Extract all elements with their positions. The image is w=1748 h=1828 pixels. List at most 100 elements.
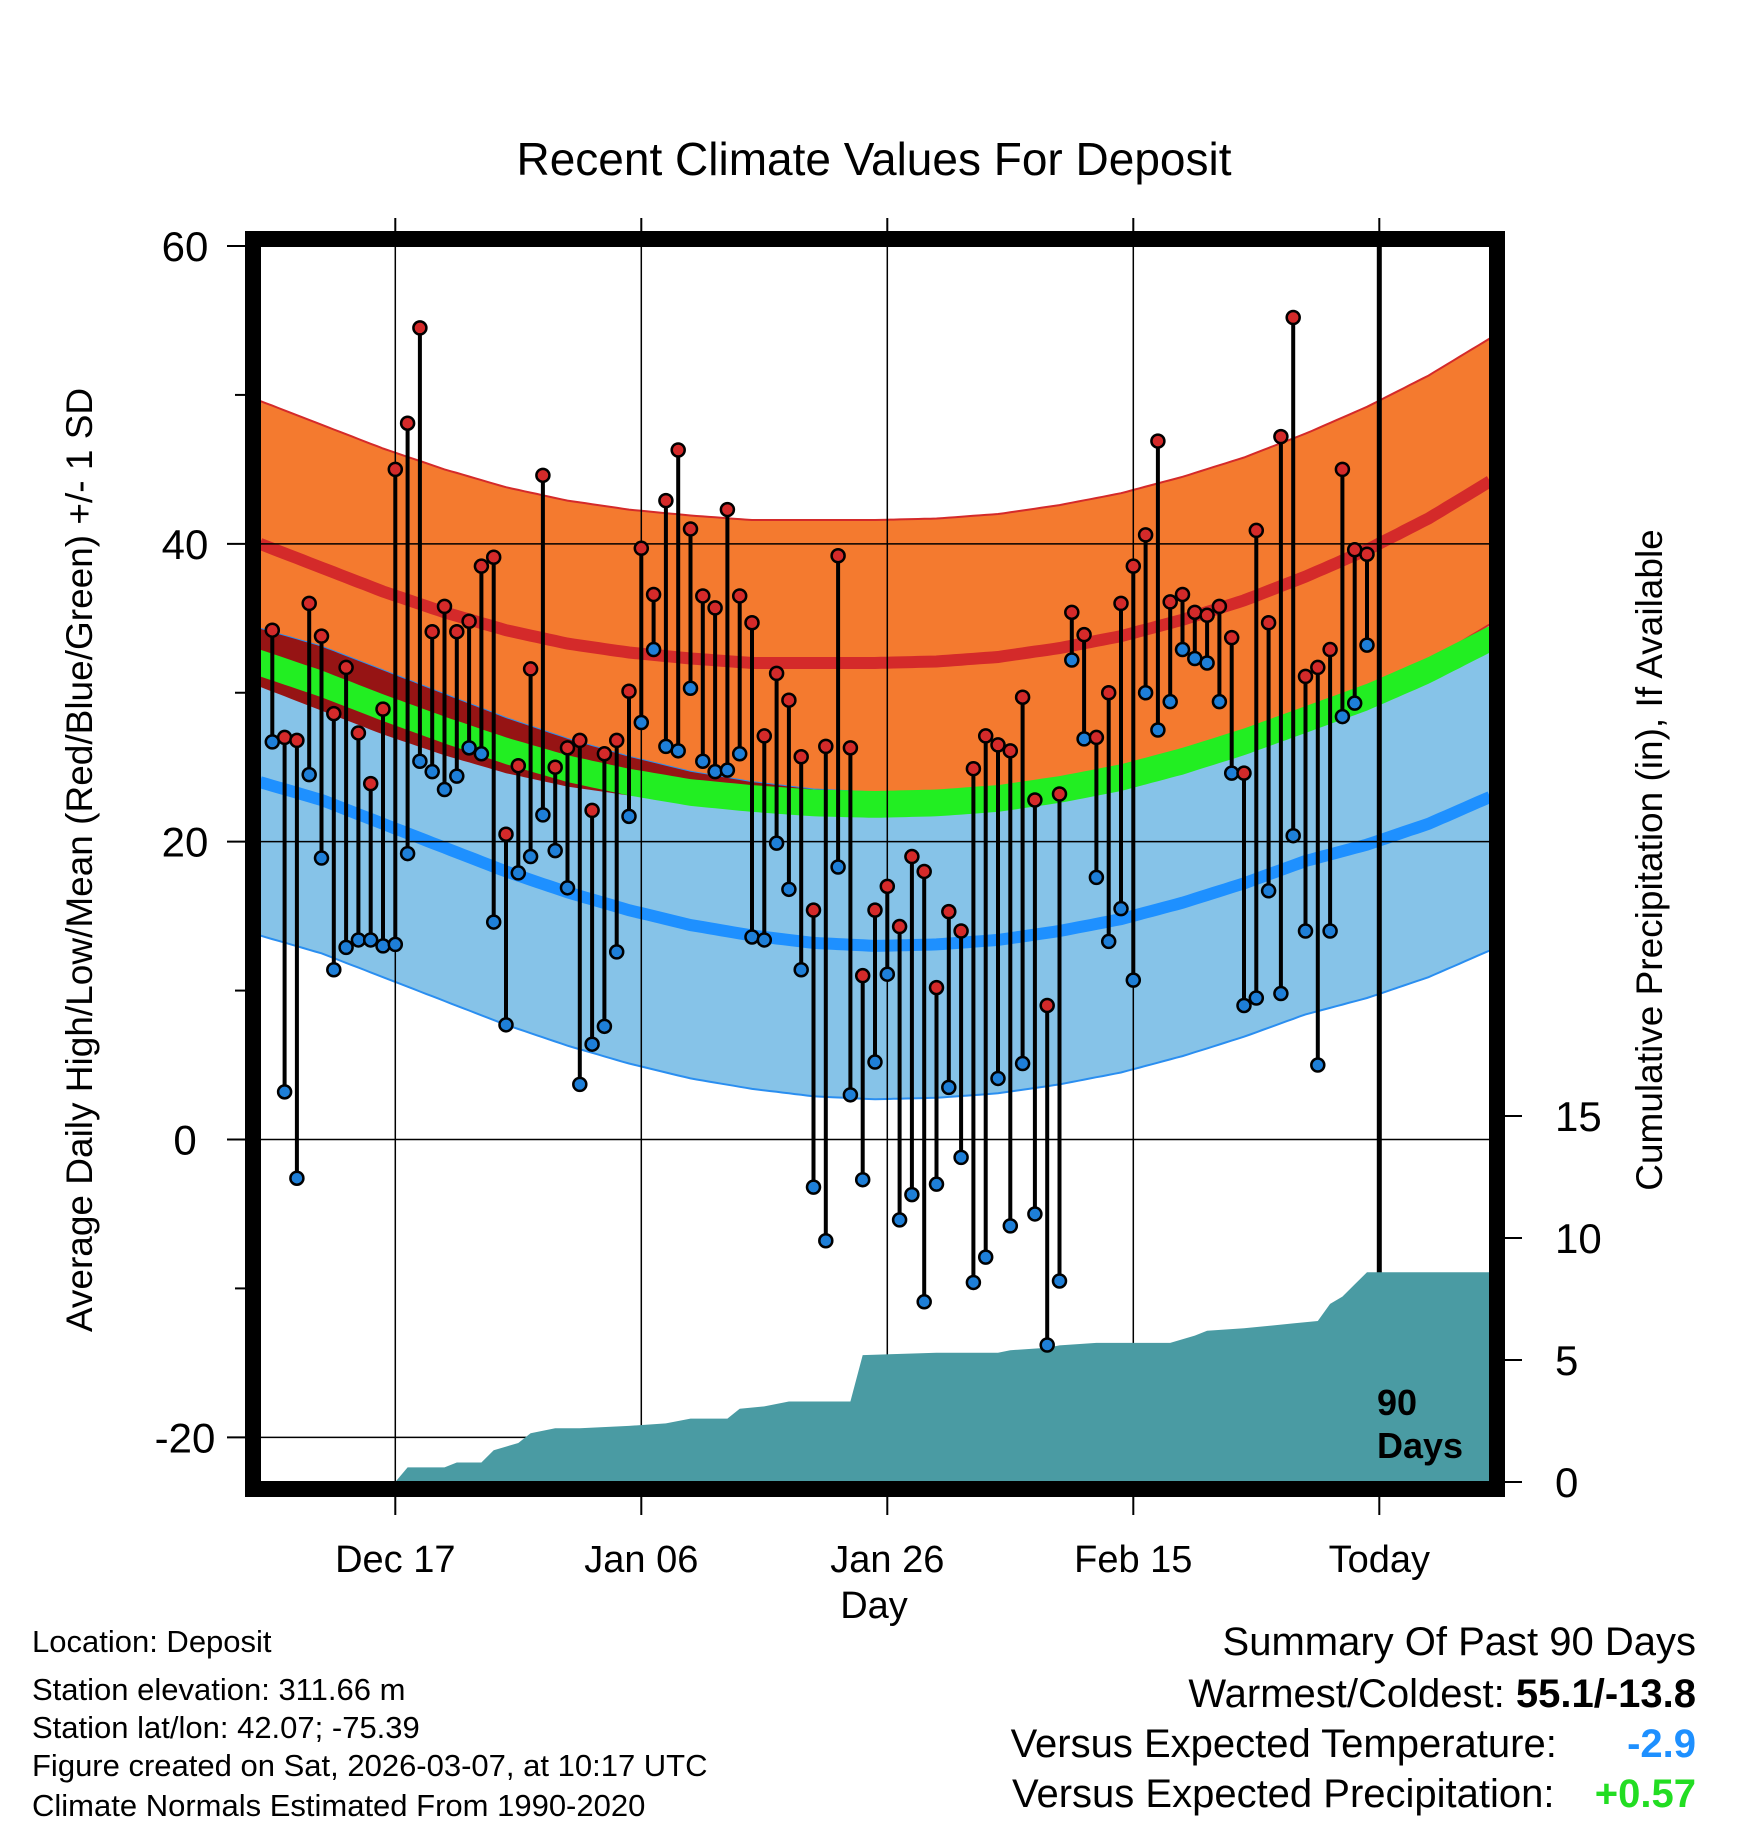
daily-high-point xyxy=(362,775,379,792)
summary-temp-label: Versus Expected Temperature: xyxy=(1010,1722,1557,1766)
daily-high-point xyxy=(633,540,650,557)
daily-low-point xyxy=(276,1084,293,1100)
daily-low-point xyxy=(768,835,785,851)
daily-high-point xyxy=(522,661,539,677)
daily-high-point xyxy=(449,623,465,640)
footer-normals: Climate Normals Estimated From 1990-2020 xyxy=(32,1788,646,1823)
daily-high-point xyxy=(461,613,477,630)
daily-low-point xyxy=(608,944,625,960)
daily-low-point xyxy=(842,1087,859,1103)
daily-high-point xyxy=(424,623,440,640)
daily-high-point xyxy=(645,586,662,603)
daily-high-point xyxy=(830,547,846,564)
daily-low-point xyxy=(1248,990,1265,1006)
daily-low-point xyxy=(1125,972,1142,988)
daily-high-point xyxy=(953,923,969,939)
daily-low-point xyxy=(1346,695,1363,711)
daily-low-point xyxy=(1039,1337,1055,1353)
daily-low-point xyxy=(830,859,846,875)
daily-low-point xyxy=(707,763,723,780)
daily-high-point xyxy=(350,725,367,741)
daily-high-point xyxy=(1359,546,1375,563)
daily-low-point xyxy=(621,808,637,825)
daily-low-point xyxy=(953,1149,969,1166)
daily-high-point xyxy=(436,598,453,615)
daily-high-point xyxy=(301,595,317,612)
daily-high-point xyxy=(276,729,293,746)
x-tick-label: Jan 06 xyxy=(584,1539,698,1581)
daily-high-point xyxy=(928,979,945,996)
daily-low-point xyxy=(965,1274,982,1291)
y2-axis-label: Cumulative Precipitation (in), If Availa… xyxy=(1629,529,1670,1191)
y2-tick-label: 10 xyxy=(1555,1215,1602,1262)
daily-high-point xyxy=(498,826,514,842)
daily-low-point xyxy=(1285,827,1301,844)
daily-high-point xyxy=(1199,607,1215,624)
summary-temp: Versus Expected Temperature: -2.9 xyxy=(1011,1722,1696,1767)
daily-high-point xyxy=(535,467,551,484)
y-tick-label: 0 xyxy=(173,1116,196,1163)
daily-high-point xyxy=(1088,729,1105,746)
summary-precip-value: +0.57 xyxy=(1594,1772,1696,1816)
daily-low-point xyxy=(1322,923,1338,939)
daily-high-point xyxy=(1260,615,1277,631)
daily-high-point xyxy=(313,628,330,644)
daily-high-point xyxy=(1014,689,1031,705)
daily-low-point xyxy=(1199,655,1215,671)
precip-area xyxy=(260,1272,1490,1482)
daily-high-point xyxy=(1310,659,1326,676)
daily-high-point xyxy=(695,588,711,604)
footer-location: Location: Deposit xyxy=(32,1624,272,1659)
daily-high-point xyxy=(326,705,342,722)
daily-low-point xyxy=(1088,869,1105,886)
daily-low-point xyxy=(1150,722,1166,738)
daily-high-point xyxy=(510,757,527,774)
daily-high-point xyxy=(867,902,883,918)
daily-low-point xyxy=(719,762,736,778)
daily-high-point xyxy=(1162,594,1178,610)
daily-low-point xyxy=(1100,933,1117,950)
daily-low-point xyxy=(473,746,490,762)
daily-low-point xyxy=(412,753,428,769)
daily-high-point xyxy=(1051,786,1068,802)
y2-tick-label: 5 xyxy=(1555,1337,1578,1384)
x-tick-label: Feb 15 xyxy=(1074,1539,1192,1581)
daily-high-point xyxy=(977,728,994,744)
daily-high-point xyxy=(608,732,625,749)
daily-low-point xyxy=(264,734,281,750)
daily-low-point xyxy=(682,680,699,697)
daily-high-point xyxy=(658,492,674,509)
daily-high-point xyxy=(1137,527,1154,543)
daily-high-point xyxy=(584,802,600,819)
today-label-line1: 90 xyxy=(1377,1382,1417,1423)
y2-tick-label: 0 xyxy=(1555,1459,1578,1506)
daily-low-point xyxy=(670,743,686,759)
daily-low-point xyxy=(1334,708,1351,725)
daily-low-point xyxy=(658,738,674,755)
daily-low-point xyxy=(1027,1206,1043,1222)
y2-tick-label: 15 xyxy=(1555,1093,1602,1140)
daily-low-point xyxy=(867,1054,883,1070)
daily-high-point xyxy=(1334,461,1351,478)
daily-high-point xyxy=(904,848,920,865)
daily-high-point xyxy=(1076,626,1092,643)
daily-low-point xyxy=(584,1036,600,1052)
daily-low-point xyxy=(1162,693,1178,710)
daily-high-point xyxy=(1346,542,1363,558)
daily-high-point xyxy=(1174,586,1191,603)
daily-high-point xyxy=(412,320,428,336)
daily-low-point xyxy=(387,936,404,953)
daily-high-point xyxy=(990,737,1006,753)
daily-low-point xyxy=(399,845,416,862)
daily-low-point xyxy=(904,1186,920,1203)
daily-high-point xyxy=(781,692,797,708)
daily-low-point xyxy=(854,1171,871,1188)
summary-temp-value: -2.9 xyxy=(1627,1722,1696,1766)
daily-high-point xyxy=(596,746,613,762)
daily-low-point xyxy=(756,932,773,948)
daily-low-point xyxy=(350,932,367,948)
daily-low-point xyxy=(1014,1055,1031,1072)
daily-low-point xyxy=(805,1179,822,1195)
daily-low-point xyxy=(818,1233,834,1249)
